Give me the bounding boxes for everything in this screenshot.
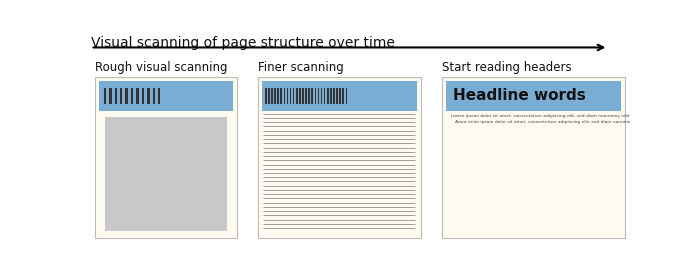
Bar [296, 87, 297, 104]
Bar [299, 87, 300, 104]
Bar [104, 87, 106, 104]
Text: Headline words: Headline words [452, 88, 585, 104]
Bar [141, 87, 144, 104]
Bar [342, 87, 344, 104]
Bar [131, 87, 133, 104]
Bar [293, 87, 295, 104]
Bar [109, 87, 111, 104]
Bar [321, 87, 322, 104]
Bar [99, 81, 233, 111]
Bar [158, 87, 160, 104]
Bar [340, 87, 341, 104]
Bar [330, 87, 332, 104]
Text: Finer scanning: Finer scanning [258, 61, 344, 74]
Bar [120, 87, 122, 104]
Bar [115, 87, 117, 104]
Bar [136, 87, 139, 104]
Bar [274, 87, 276, 104]
Bar [442, 78, 624, 238]
Bar [284, 87, 285, 104]
Text: Rough visual scanning: Rough visual scanning [95, 61, 228, 74]
Bar [258, 78, 421, 238]
Bar [147, 87, 150, 104]
Bar [314, 87, 316, 104]
Bar [290, 87, 291, 104]
Bar [327, 87, 328, 104]
Bar [309, 87, 310, 104]
Bar [318, 87, 319, 104]
Bar [105, 117, 227, 232]
Bar [312, 87, 313, 104]
Bar [125, 87, 128, 104]
Bar [262, 81, 417, 111]
Bar [281, 87, 282, 104]
Text: Lorem ipsum dolor sit amet, consectetuer adipiscing elit, sed diam nonummy nibh : Lorem ipsum dolor sit amet, consectetuer… [451, 115, 700, 123]
Bar [324, 87, 326, 104]
Text: Visual scanning of page structure over time: Visual scanning of page structure over t… [90, 36, 395, 50]
Bar [447, 81, 621, 111]
Text: Start reading headers: Start reading headers [442, 61, 572, 74]
Bar [153, 87, 155, 104]
Bar [265, 87, 267, 104]
Bar [95, 78, 237, 238]
Bar [333, 87, 335, 104]
Bar [287, 87, 288, 104]
Bar [277, 87, 279, 104]
Bar [271, 87, 273, 104]
Bar [302, 87, 304, 104]
Bar [268, 87, 270, 104]
Bar [336, 87, 338, 104]
Bar [346, 87, 347, 104]
Bar [305, 87, 307, 104]
